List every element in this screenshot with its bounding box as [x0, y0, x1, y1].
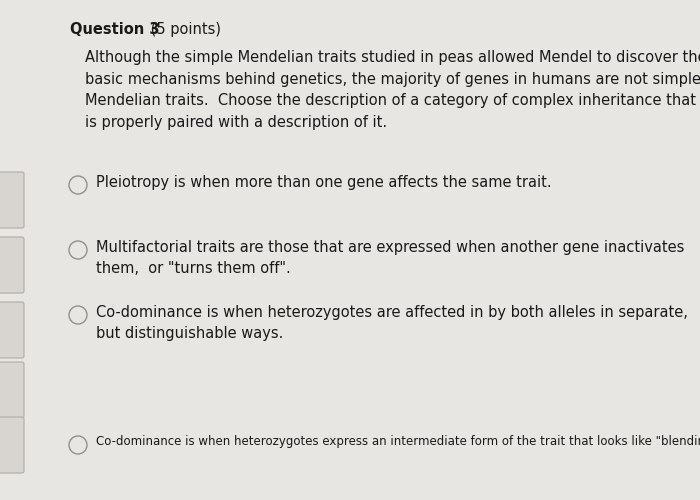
Text: Co-dominance is when heterozygotes are affected in by both alleles in separate,
: Co-dominance is when heterozygotes are a…	[96, 305, 688, 341]
Text: Pleiotropy is when more than one gene affects the same trait.: Pleiotropy is when more than one gene af…	[96, 175, 552, 190]
Text: (5 points): (5 points)	[146, 22, 221, 37]
FancyBboxPatch shape	[0, 417, 24, 473]
FancyBboxPatch shape	[0, 302, 24, 358]
Text: Co-dominance is when heterozygotes express an intermediate form of the trait tha: Co-dominance is when heterozygotes expre…	[96, 435, 700, 448]
FancyBboxPatch shape	[0, 237, 24, 293]
FancyBboxPatch shape	[0, 362, 24, 418]
Text: Question 3: Question 3	[70, 22, 160, 37]
FancyBboxPatch shape	[0, 172, 24, 228]
Text: Although the simple Mendelian traits studied in peas allowed Mendel to discover : Although the simple Mendelian traits stu…	[85, 50, 700, 130]
Text: Multifactorial traits are those that are expressed when another gene inactivates: Multifactorial traits are those that are…	[96, 240, 685, 276]
